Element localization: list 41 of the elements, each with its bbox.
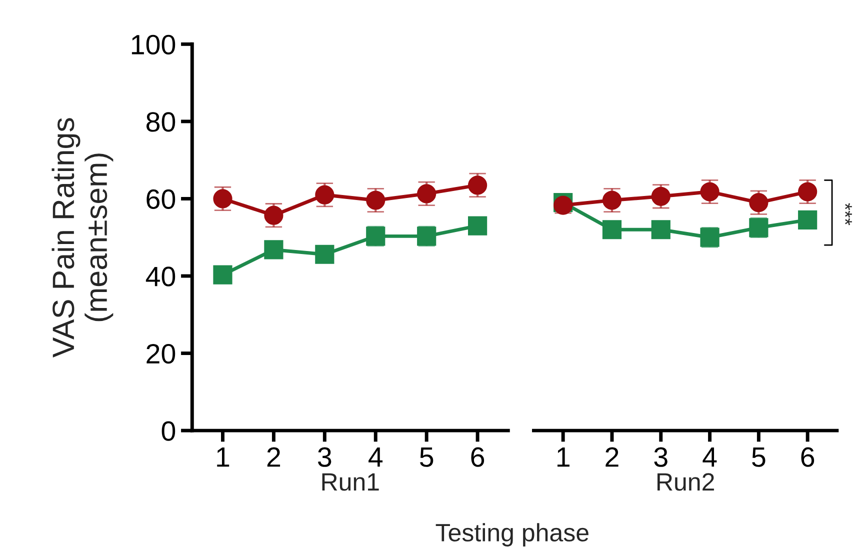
- point: [700, 182, 720, 202]
- point: [798, 210, 818, 230]
- point: [651, 220, 670, 240]
- x-tick-label: 2: [606, 447, 618, 467]
- x-tick-label: 1: [217, 448, 230, 467]
- y-tick-label: 0: [162, 421, 176, 441]
- x-tick-label: 6: [471, 447, 484, 467]
- point: [651, 186, 670, 206]
- y-tick-label: 100: [132, 34, 176, 54]
- text: Testing phase: [436, 523, 588, 546]
- point: [749, 193, 768, 212]
- x-tick-label: 6: [801, 447, 814, 467]
- x-tick-label: 1: [557, 448, 570, 467]
- point: [315, 185, 334, 204]
- point: [366, 190, 386, 210]
- point: [213, 189, 232, 208]
- y-axis-title: VAS Pain Ratings (mean±sem): [52, 118, 114, 358]
- point: [468, 216, 488, 236]
- x-tick-label: 4: [702, 448, 717, 467]
- x-tick-label: 2: [267, 447, 280, 467]
- y-tick-label: 20: [146, 344, 176, 364]
- y-tick-label: 80: [146, 112, 176, 132]
- point: [264, 206, 284, 225]
- x-axis-title: Run1: [322, 473, 379, 491]
- x-tick-label: 3: [654, 447, 668, 467]
- point: [213, 265, 232, 284]
- y-tick-label: 60: [146, 189, 176, 210]
- point: [417, 184, 436, 204]
- x-tick-label: 4: [368, 448, 383, 467]
- x-axis-title: Run2: [658, 473, 714, 491]
- point: [264, 240, 284, 260]
- point: [602, 190, 622, 210]
- x-tick-label: 5: [420, 448, 434, 467]
- point: [468, 176, 488, 195]
- point: [602, 220, 622, 240]
- y-tick-label: 40: [146, 266, 176, 286]
- annotation: ***: [845, 203, 852, 226]
- x-tick-label: 5: [752, 448, 766, 467]
- x-tick-label: 3: [318, 447, 332, 467]
- point: [798, 182, 818, 202]
- point: [315, 244, 334, 264]
